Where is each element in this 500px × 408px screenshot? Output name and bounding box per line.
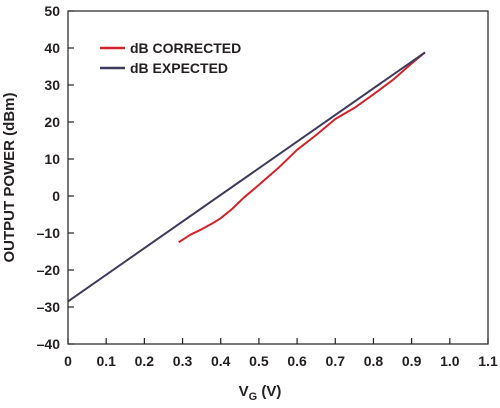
- series-line-db-expected: [67, 51, 426, 303]
- y-axis-title: OUTPUT POWER (dBm): [1, 93, 18, 263]
- y-tick-label: –10: [37, 225, 61, 241]
- x-tick-label: 0.2: [135, 353, 155, 369]
- x-tick-label: 0.8: [364, 353, 384, 369]
- y-tick-label: 20: [44, 114, 60, 130]
- x-tick-label: 1.1: [478, 353, 498, 369]
- x-tick-label: 0.1: [96, 353, 116, 369]
- y-tick-label: 40: [44, 40, 60, 56]
- legend-label-db-corrected: dB CORRECTED: [130, 40, 241, 56]
- y-tick-label: 10: [44, 151, 60, 167]
- x-tick-label: 0.6: [287, 353, 307, 369]
- x-tick-label: 0.3: [173, 353, 193, 369]
- y-tick-label: 0: [52, 188, 60, 204]
- x-axis-title-subscript: G: [249, 391, 258, 403]
- x-tick-label: 1.0: [440, 353, 460, 369]
- y-tick-label: 50: [44, 3, 60, 19]
- series-line-db-corrected: [178, 51, 426, 244]
- plot-frame: [67, 10, 489, 345]
- x-axis-title-main: V: [239, 383, 249, 400]
- x-tick-label: 0.5: [249, 353, 269, 369]
- x-tick-label: 0.9: [402, 353, 422, 369]
- y-tick-label: –40: [37, 336, 61, 352]
- series-lines: [67, 51, 426, 303]
- y-tick-label: –30: [37, 299, 61, 315]
- x-axis-ticks: 0 0.1 0.2 0.3 0.4 0.5 0.6 0.7 0.8 0.9 1.0 1.1: [64, 338, 498, 369]
- legend: dB CORRECTED dB EXPECTED: [100, 40, 241, 76]
- x-tick-label: 0: [64, 353, 72, 369]
- x-tick-label: 0.7: [326, 353, 346, 369]
- legend-label-db-expected: dB EXPECTED: [130, 60, 228, 76]
- y-tick-label: –20: [37, 262, 61, 278]
- x-axis-title: VG (V): [239, 383, 282, 403]
- x-axis-title-unit: (V): [257, 383, 281, 400]
- x-tick-label: 0.4: [211, 353, 231, 369]
- y-tick-label: 30: [44, 77, 60, 93]
